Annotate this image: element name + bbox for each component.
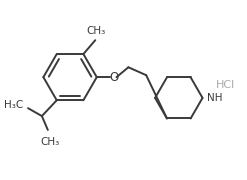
- Text: CH₃: CH₃: [40, 137, 60, 147]
- Text: CH₃: CH₃: [87, 26, 106, 36]
- Text: O: O: [109, 71, 118, 84]
- Text: H₃C: H₃C: [4, 100, 23, 110]
- Text: HCl: HCl: [216, 80, 235, 90]
- Text: NH: NH: [207, 93, 223, 103]
